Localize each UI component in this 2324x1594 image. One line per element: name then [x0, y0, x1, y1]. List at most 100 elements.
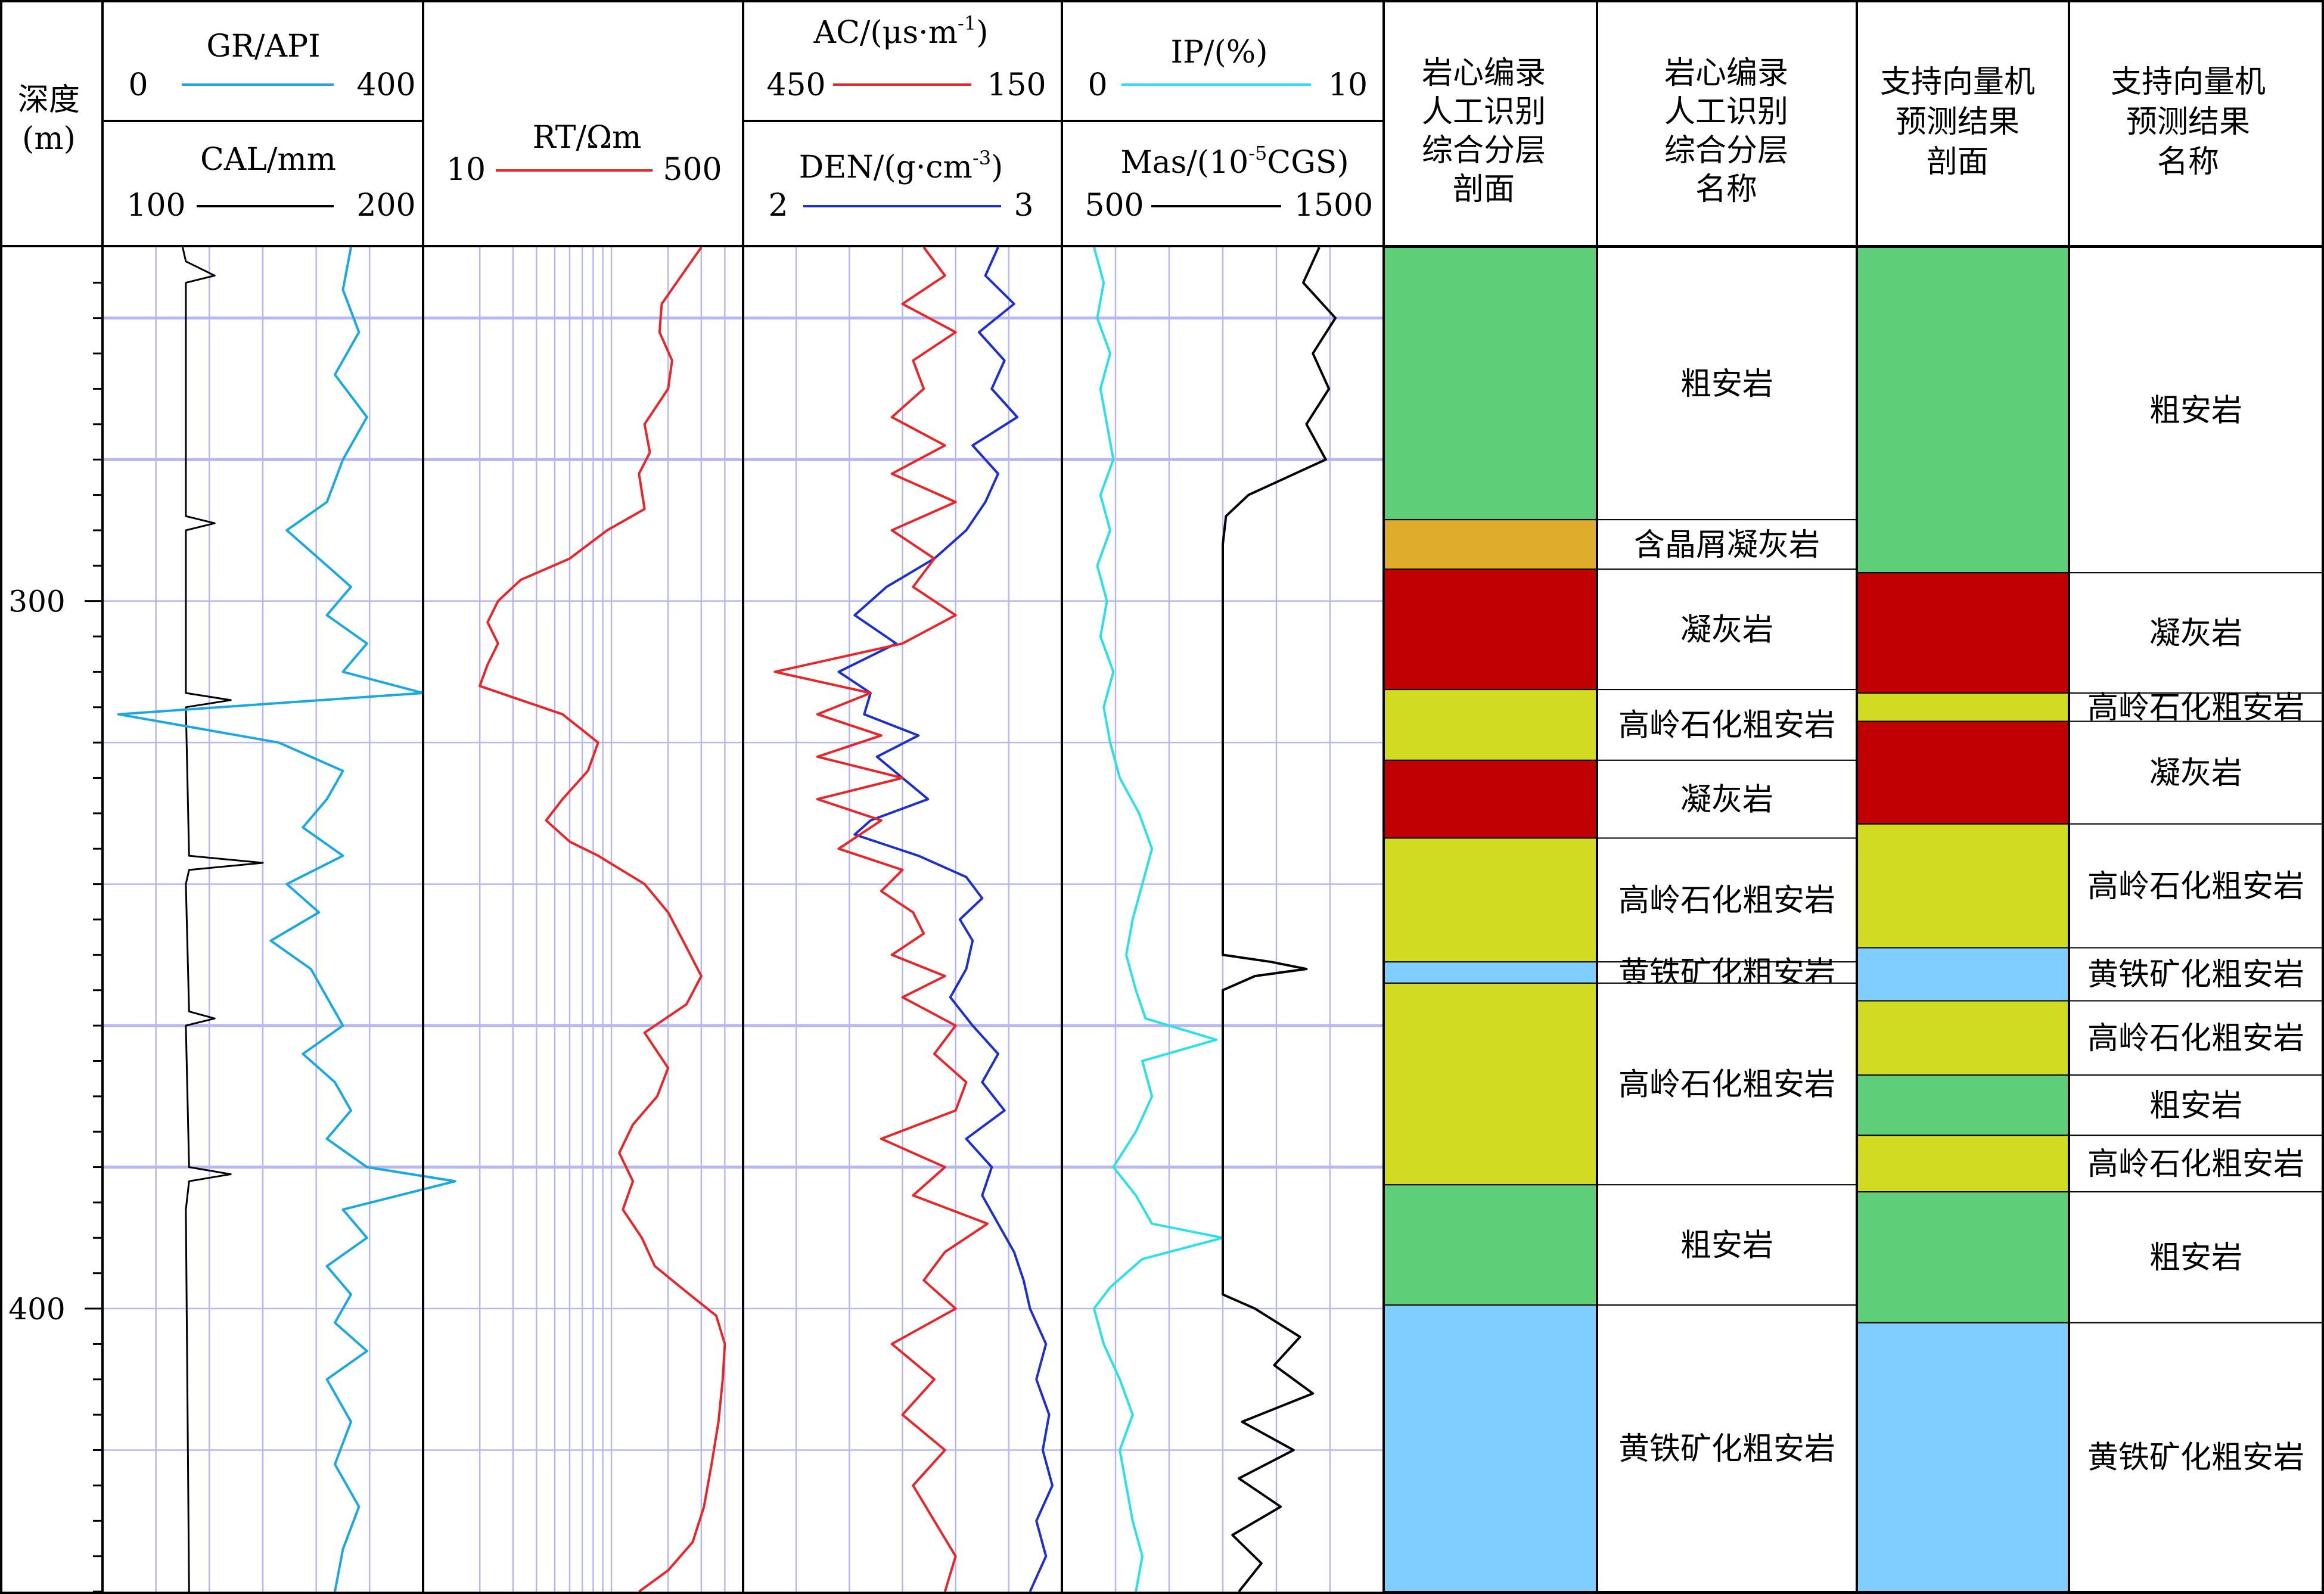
rt-curve: [479, 246, 726, 1593]
svm-name-cell: [2068, 1135, 2323, 1193]
core-layer-name: 凝灰岩: [1680, 782, 1773, 818]
svm-name-title-3: 名称: [2157, 144, 2219, 180]
gr-curve: [117, 247, 456, 1592]
core-name-cell: [1596, 689, 1857, 761]
svm-name-cell: [2068, 692, 2323, 722]
lithology-layers: 粗安岩含晶屑凝灰岩凝灰岩高岭石化粗安岩凝灰岩高岭石化粗安岩黄铁矿化粗安岩高岭石化…: [1383, 247, 2323, 1593]
svm-layer-name: 高岭石化粗安岩: [2087, 869, 2304, 905]
core-name-title-3: 综合分层: [1664, 133, 1788, 169]
core-name-cell: [1596, 519, 1857, 570]
mas-min: 500: [1085, 188, 1144, 223]
svm-section-layer: [1856, 1135, 2070, 1193]
cal-curve: [182, 247, 264, 1592]
ac-max: 150: [987, 67, 1046, 103]
svm-section-layer: [1856, 1074, 2070, 1136]
core-layer-name: 凝灰岩: [1680, 612, 1773, 648]
svm-name-title-1: 支持向量机: [2111, 64, 2266, 100]
mas-max: 1500: [1294, 188, 1373, 223]
core-section-layer: [1383, 1304, 1598, 1592]
svm-section-layer: [1856, 947, 2070, 1002]
svm-layer-name: 凝灰岩: [2149, 616, 2242, 651]
core-section-title-4: 剖面: [1453, 172, 1515, 207]
core-layer-name: 黄铁矿化粗安岩: [1618, 1431, 1835, 1467]
core-section-layer: [1383, 568, 1598, 691]
core-section-layer: [1383, 247, 1598, 521]
den-label: DEN/(g·cm-3): [799, 147, 1003, 185]
svm-section-title-2: 预测结果: [1896, 104, 2019, 140]
den-max: 3: [1014, 188, 1033, 223]
rt-max: 500: [663, 152, 722, 188]
svm-name-cell: [2068, 1191, 2323, 1323]
core-name-title-4: 名称: [1695, 172, 1757, 207]
ip-max: 10: [1328, 67, 1368, 103]
svm-name-cell: [2068, 1322, 2323, 1593]
log-curves: [117, 246, 1337, 1593]
svm-section-layer: [1856, 692, 2070, 722]
svm-layer-name: 凝灰岩: [2149, 756, 2242, 791]
core-section-layer: [1383, 519, 1598, 570]
core-layer-name: 高岭石化粗安岩: [1618, 708, 1835, 744]
svm-layer-name: 粗安岩: [2149, 1240, 2242, 1276]
ip-label: IP/(%): [1170, 35, 1267, 70]
svm-section-title-1: 支持向量机: [1880, 64, 2035, 100]
svm-section-layer: [1856, 572, 2070, 694]
core-name-cell: [1596, 837, 1857, 963]
core-section-title-2: 人工识别: [1422, 94, 1546, 130]
legend-lines: [182, 83, 1311, 207]
cal-label: CAL/mm: [200, 142, 336, 178]
core-layer-name: 含晶屑凝灰岩: [1634, 527, 1820, 563]
core-section-layer: [1383, 837, 1598, 963]
core-section-layer: [1383, 689, 1598, 761]
svm-section-title-3: 剖面: [1927, 144, 1989, 180]
depth-label-400: 400: [8, 1292, 65, 1326]
core-name-title-1: 岩心编录: [1664, 55, 1788, 91]
svm-name-title-2: 预测结果: [2126, 104, 2250, 140]
svm-section-layer: [1856, 720, 2070, 825]
core-layer-name: 高岭石化粗安岩: [1618, 883, 1835, 919]
core-layer-name: 粗安岩: [1680, 366, 1773, 402]
svm-name-cell: [2068, 947, 2323, 1002]
den-curve: [837, 247, 1054, 1592]
core-name-cell: [1596, 759, 1857, 839]
svm-layer-name: 粗安岩: [2149, 393, 2242, 428]
ac-min: 450: [766, 67, 825, 103]
svm-layer-name: 高岭石化粗安岩: [2087, 1146, 2304, 1182]
svm-layer-name: 高岭石化粗安岩: [2087, 690, 2304, 726]
cal-max: 200: [356, 188, 415, 223]
rt-min: 10: [446, 152, 486, 188]
depth-label-300: 300: [8, 585, 65, 619]
gr-label: GR/API: [206, 29, 320, 64]
depth-axis: 300 400: [8, 281, 102, 1593]
core-name-cell: [1596, 1304, 1857, 1592]
svm-section-layer: [1856, 247, 2070, 574]
mas-label: Mas/(10-5CGS): [1120, 142, 1349, 181]
core-section-title-1: 岩心编录: [1422, 55, 1546, 91]
core-section-layer: [1383, 759, 1598, 839]
svm-name-cell: [2068, 823, 2323, 949]
core-name-cell: [1596, 568, 1857, 691]
mas-curve: [1222, 247, 1337, 1593]
core-name-cell: [1596, 247, 1857, 521]
core-layer-name: 粗安岩: [1680, 1228, 1773, 1263]
ac-label: AC/(μs·m-1): [813, 12, 989, 51]
svm-name-cell: [2068, 572, 2323, 694]
core-section-layer: [1383, 982, 1598, 1186]
svm-layer-name: 黄铁矿化粗安岩: [2087, 1440, 2304, 1476]
ip-curve: [1093, 247, 1224, 1592]
rt-label: RT/Ωm: [533, 120, 642, 156]
core-section-layer: [1383, 1184, 1598, 1306]
svm-name-cell: [2068, 247, 2323, 574]
gr-max: 400: [356, 67, 415, 103]
core-layer-name: 高岭石化粗安岩: [1618, 1067, 1835, 1102]
core-name-title-2: 人工识别: [1664, 94, 1788, 130]
core-section-title-3: 综合分层: [1422, 133, 1546, 169]
cal-min: 100: [126, 188, 185, 223]
core-name-cell: [1596, 1184, 1857, 1306]
depth-label: 深度: [18, 82, 80, 118]
core-name-cell: [1596, 982, 1857, 1186]
gr-min: 0: [128, 67, 148, 103]
svm-layer-name: 黄铁矿化粗安岩: [2087, 957, 2304, 993]
svm-layer-name: 高岭石化粗安岩: [2087, 1021, 2304, 1057]
